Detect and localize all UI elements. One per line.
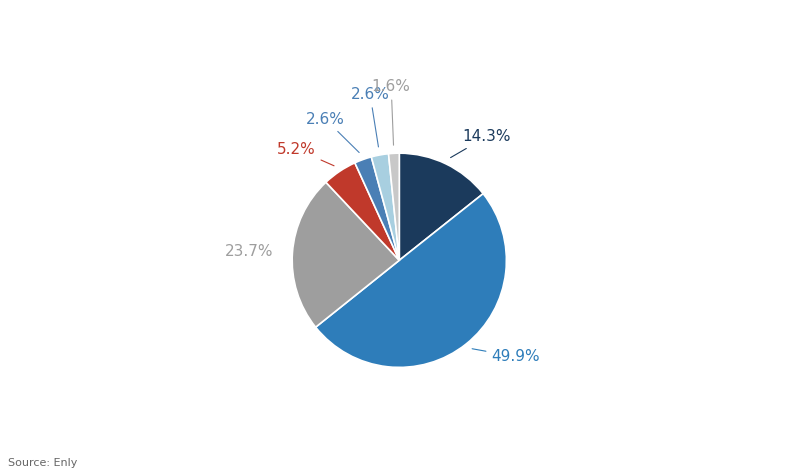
Wedge shape [389,153,399,260]
Wedge shape [399,153,483,260]
Wedge shape [355,157,399,260]
Wedge shape [371,154,399,260]
Wedge shape [326,163,399,260]
Text: Source: Enly: Source: Enly [8,458,78,468]
Wedge shape [292,182,399,327]
Text: 23.7%: 23.7% [225,244,274,259]
Wedge shape [316,193,506,368]
Text: 14.3%: 14.3% [450,129,510,158]
Text: 49.9%: 49.9% [472,349,540,364]
Text: 2.6%: 2.6% [306,112,359,152]
Text: 2.6%: 2.6% [350,88,390,147]
Text: 1.6%: 1.6% [372,79,410,145]
Text: 5.2%: 5.2% [277,141,334,166]
